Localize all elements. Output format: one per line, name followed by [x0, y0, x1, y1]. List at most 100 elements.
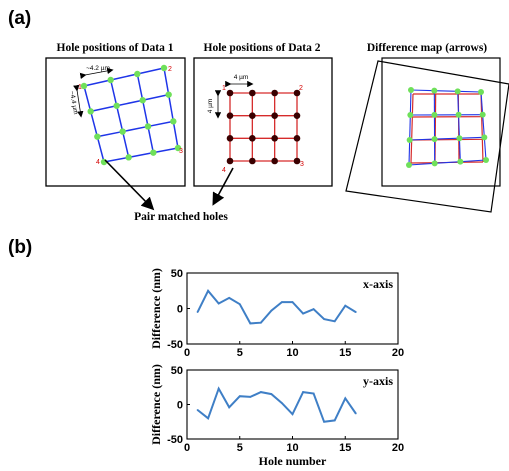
diff-blue-grid-line — [460, 159, 487, 163]
y-axis-label: Difference (nm) — [149, 268, 163, 349]
y-tick-label: 50 — [171, 268, 183, 280]
diff-blue-grid-line — [458, 138, 461, 162]
data-point — [238, 395, 241, 398]
data2-frame — [193, 57, 333, 187]
panel-b-label: (b) — [8, 237, 32, 258]
x-tick-label: 15 — [339, 442, 351, 454]
data2-title: Hole positions of Data 2 — [204, 42, 321, 54]
pair-matched-label: Pair matched holes — [134, 211, 228, 223]
diff-blue-grid-line — [409, 89, 412, 116]
y-tick-label: -50 — [167, 434, 183, 446]
diff-blue-grid-line — [482, 114, 485, 138]
data-point — [302, 391, 304, 393]
diff-blue-grid-line — [458, 114, 460, 139]
series-line — [196, 288, 357, 325]
data-point — [302, 312, 304, 315]
diff-blue-hole — [481, 134, 488, 141]
x-tick-label: 0 — [184, 442, 190, 454]
diff-blue-hole — [454, 88, 461, 95]
data1-hole — [144, 123, 152, 130]
data1-grid-line — [167, 94, 175, 122]
data-point — [207, 289, 210, 292]
diff-blue-grid-line — [408, 139, 411, 166]
data2-hole — [271, 157, 278, 165]
data1-hole — [134, 70, 141, 78]
data2-hole — [249, 89, 256, 97]
x-tick-label: 10 — [286, 442, 298, 454]
data1-corner-4: 4 — [96, 159, 100, 166]
data1-v-spacing-label: ~4.4 µm — [68, 90, 79, 115]
data2-hole — [293, 157, 301, 165]
data-point — [312, 392, 315, 395]
data1-v-spacing-arrow — [73, 84, 84, 118]
data1-hole — [119, 128, 126, 135]
difference-frame-rotated — [345, 60, 509, 213]
series-tag: x-axis — [363, 277, 393, 291]
data-point — [333, 419, 336, 422]
data1-grid-line — [110, 73, 138, 81]
data2-corner-4: 4 — [222, 167, 226, 174]
data1-h-spacing-arrow — [79, 67, 114, 80]
data-point — [249, 396, 252, 398]
data1-grid-line — [147, 126, 155, 153]
data2-hole — [249, 135, 256, 142]
data2-grid — [226, 89, 301, 165]
diff-blue-hole — [406, 137, 413, 143]
series-line — [196, 386, 357, 423]
data1-grid-line — [136, 73, 144, 101]
data1-grid-line — [90, 105, 117, 113]
diff-blue-hole — [456, 135, 463, 142]
data2-hole — [293, 89, 301, 97]
data1-hole — [174, 144, 182, 152]
x-tick-label: 0 — [184, 347, 190, 359]
data2-corner-2: 2 — [299, 85, 303, 92]
diff-blue-hole — [408, 87, 414, 93]
diff-blue-grid-line — [457, 90, 482, 93]
data1-hole — [113, 102, 120, 109]
data-point — [238, 303, 241, 306]
diff-blue-grid-line — [480, 91, 484, 115]
diff-blue-grid-line — [408, 162, 435, 166]
data1-grid-line — [116, 99, 143, 107]
diff-blue-grid-line — [457, 91, 460, 115]
difference-map-title: Difference map (arrows) — [367, 42, 487, 54]
series-tag: y-axis — [363, 374, 393, 388]
data-point — [344, 397, 347, 400]
diff-blue-hole — [483, 157, 489, 163]
data-point — [259, 391, 262, 393]
diff-blue-hole — [455, 111, 462, 118]
data1-hole — [139, 97, 146, 104]
data1-grid-line — [103, 156, 129, 163]
data-point — [270, 393, 273, 396]
data2-hole — [271, 89, 278, 97]
data1-hole — [107, 76, 114, 84]
data2-hole — [271, 112, 278, 119]
y-tick-label: 0 — [177, 400, 183, 412]
data2-hole — [226, 135, 234, 142]
diff-red-grid-line — [410, 139, 413, 164]
data1-grid-line — [137, 67, 165, 75]
x-tick-label: 5 — [237, 347, 243, 359]
data-point — [217, 387, 220, 390]
diff-blue-hole — [406, 162, 412, 168]
data-point — [354, 311, 357, 313]
diff-blue-grid-line — [434, 137, 460, 140]
data1-grid-line — [153, 147, 179, 154]
diff-blue-hole — [457, 158, 464, 165]
data2-corner-3: 3 — [300, 161, 304, 168]
data1-grid-line — [115, 105, 124, 132]
diff-blue-hole — [431, 87, 438, 94]
y-tick-label: 50 — [171, 365, 183, 377]
data1-hole — [165, 91, 172, 98]
data-point — [333, 320, 336, 323]
data2-hole — [226, 89, 234, 97]
data1-grid-line — [142, 93, 169, 101]
y-tick-label: 0 — [177, 304, 183, 316]
data1-corner-1: 1 — [78, 84, 82, 91]
data1-hole — [170, 118, 177, 125]
data-point — [344, 304, 347, 307]
diff-blue-grid-line — [409, 114, 411, 141]
difference-grid — [406, 87, 489, 168]
